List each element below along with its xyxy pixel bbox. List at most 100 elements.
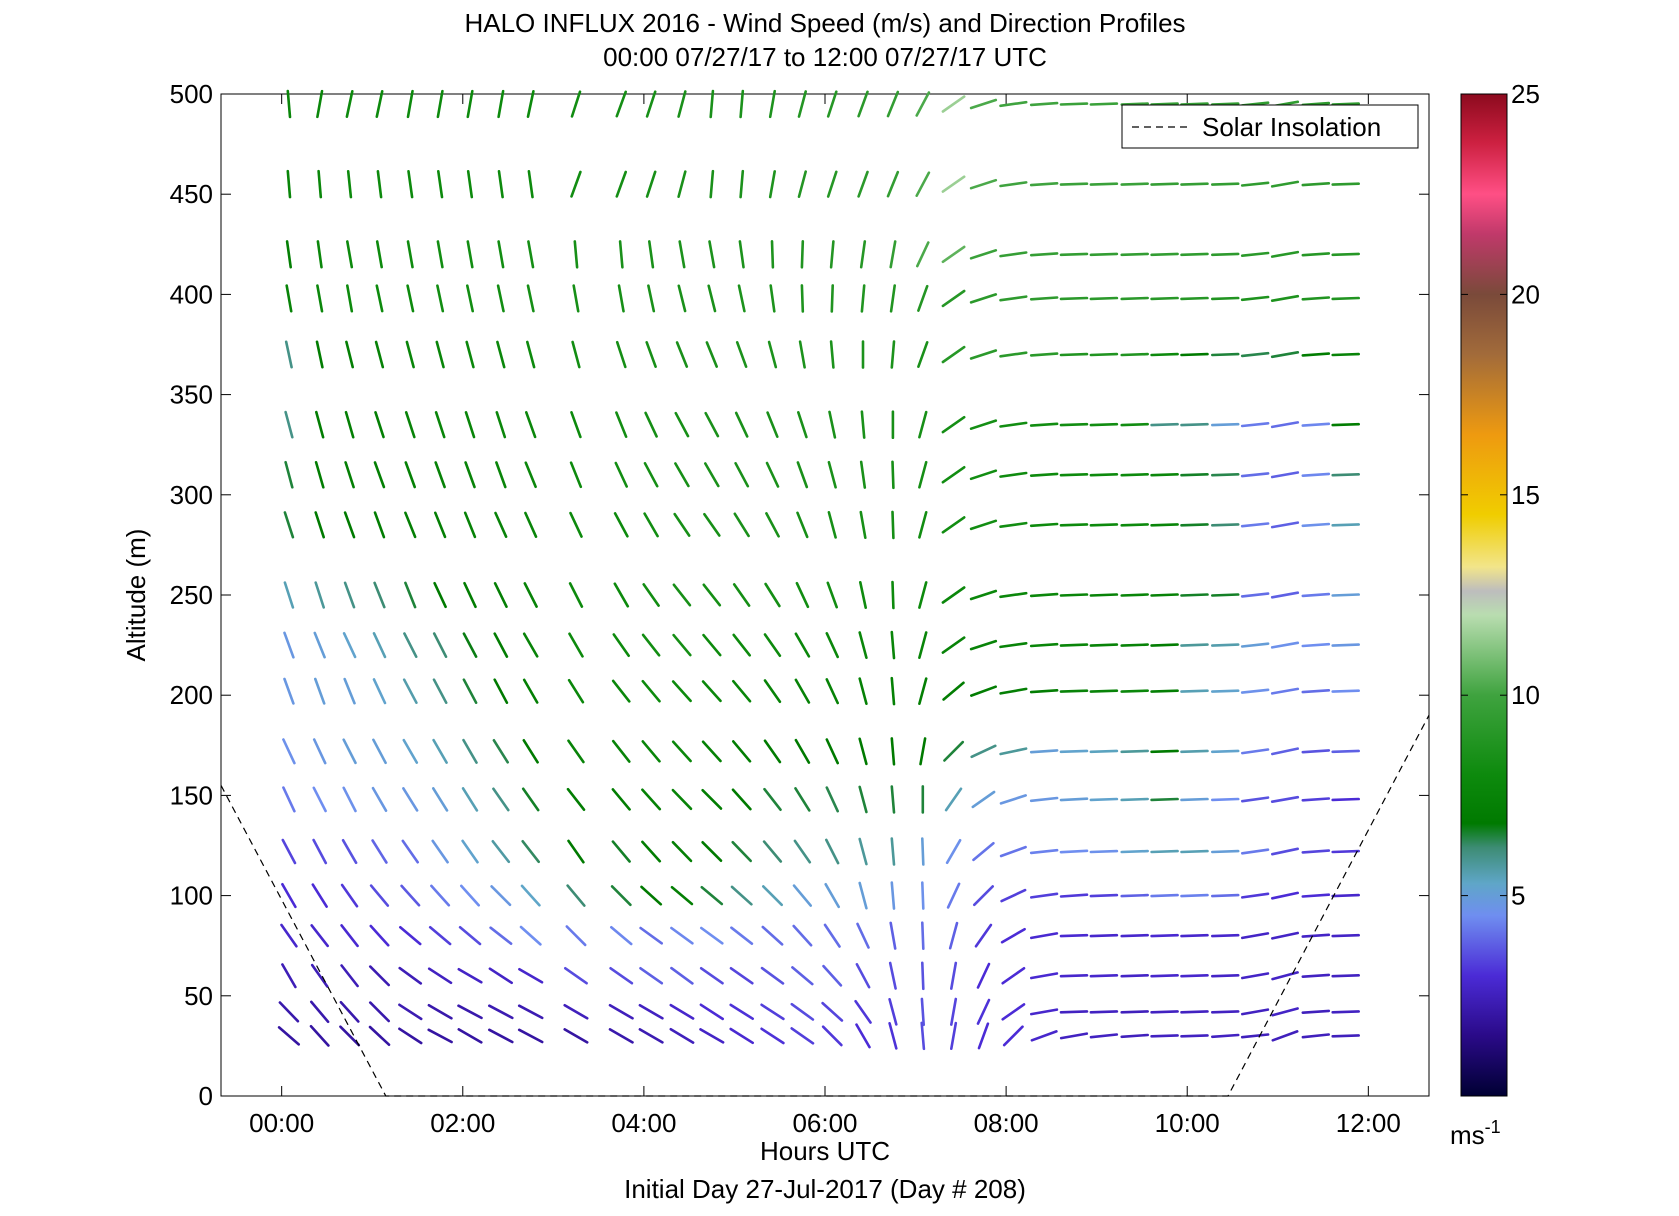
wind-barb xyxy=(373,581,386,609)
wind-barb xyxy=(999,181,1028,188)
wind-barb xyxy=(941,465,966,484)
wind-barb xyxy=(1059,593,1089,597)
wind-barb xyxy=(1301,973,1331,979)
wind-barb xyxy=(1331,1010,1360,1014)
wind-barb xyxy=(312,786,327,813)
legend: Solar Insolation xyxy=(1121,104,1419,149)
wind-barb xyxy=(739,169,745,199)
wind-barb xyxy=(569,461,583,489)
wind-barb xyxy=(492,787,510,812)
wind-barb xyxy=(573,240,579,269)
wind-barb xyxy=(670,926,694,945)
wind-barb xyxy=(610,885,632,907)
wind-barb xyxy=(1270,180,1300,188)
wind-barb xyxy=(1240,522,1270,528)
wind-barb xyxy=(709,169,715,199)
wind-barb xyxy=(770,240,775,269)
wind-barb xyxy=(1211,352,1240,357)
wind-barb xyxy=(918,631,928,660)
wind-barb xyxy=(821,1025,843,1047)
wind-barb xyxy=(1120,1010,1149,1014)
wind-barb xyxy=(406,240,414,269)
wind-barb xyxy=(617,284,625,313)
wind-barb xyxy=(1120,296,1149,301)
y-tick-label: 250 xyxy=(170,580,213,610)
wind-barb xyxy=(999,251,1028,258)
wind-barb xyxy=(1301,352,1331,357)
wind-barb xyxy=(563,1028,589,1044)
wind-barb xyxy=(1059,1010,1089,1014)
wind-barb xyxy=(766,411,779,439)
wind-barb xyxy=(608,1028,634,1044)
wind-barb xyxy=(1120,252,1149,257)
wind-barb xyxy=(920,881,925,910)
wind-barb xyxy=(638,1028,664,1044)
wind-barb xyxy=(406,89,414,119)
wind-barb xyxy=(1059,749,1089,754)
wind-barb xyxy=(796,511,809,539)
wind-barb xyxy=(644,411,658,438)
wind-barb xyxy=(1002,1025,1024,1047)
wind-barb xyxy=(1241,972,1270,980)
wind-barb xyxy=(917,340,929,369)
wind-barb xyxy=(915,171,931,197)
wind-barb xyxy=(487,1028,514,1044)
wind-barb xyxy=(284,410,294,439)
wind-barb xyxy=(673,512,691,537)
wind-barb xyxy=(768,89,777,119)
wind-barb xyxy=(277,1026,301,1046)
wind-barb xyxy=(763,633,782,658)
wind-barb xyxy=(1271,1030,1299,1042)
wind-barb xyxy=(768,170,777,199)
wind-barb xyxy=(1331,252,1360,257)
x-tick-label: 06:00 xyxy=(792,1108,857,1138)
wind-barb xyxy=(1150,1034,1179,1038)
wind-barb xyxy=(972,841,995,862)
wind-barb xyxy=(1301,1009,1331,1015)
wind-barb xyxy=(1241,1008,1270,1016)
wind-barb xyxy=(526,284,535,313)
wind-barb xyxy=(918,677,928,706)
wind-barb xyxy=(1211,933,1240,938)
wind-barb xyxy=(792,884,813,907)
y-tick-label: 0 xyxy=(199,1081,213,1111)
wind-barb xyxy=(699,966,724,985)
wind-barb xyxy=(1001,966,1026,985)
wind-barb xyxy=(969,98,998,110)
wind-barb xyxy=(281,838,297,865)
wind-barb xyxy=(614,461,629,488)
wind-barb xyxy=(1331,523,1360,527)
wind-barb xyxy=(671,840,693,863)
wind-barb xyxy=(920,1021,926,1051)
wind-barb xyxy=(1331,472,1360,477)
wind-barb xyxy=(641,840,662,863)
wind-barb xyxy=(1180,472,1209,477)
wind-barb xyxy=(404,581,417,609)
wind-barb xyxy=(794,738,811,764)
wind-barb xyxy=(674,462,690,488)
wind-barb xyxy=(941,95,966,113)
wind-barb xyxy=(792,924,813,947)
wind-barb xyxy=(639,966,664,985)
wind-barb xyxy=(918,410,928,439)
wind-barb xyxy=(283,677,295,705)
wind-barb xyxy=(487,1004,514,1020)
wind-barb xyxy=(1089,296,1119,301)
wind-barb xyxy=(645,90,657,118)
wind-barb xyxy=(402,678,418,705)
wind-barb xyxy=(343,581,356,609)
wind-barb xyxy=(566,787,586,812)
wind-barb xyxy=(618,240,624,269)
wind-barb xyxy=(1089,593,1119,597)
wind-barb xyxy=(793,839,812,864)
wind-barb xyxy=(1211,893,1240,898)
wind-barb xyxy=(524,511,538,539)
wind-barb xyxy=(888,997,898,1026)
wind-barb xyxy=(969,685,998,697)
wind-barb xyxy=(999,421,1028,428)
wind-barb xyxy=(285,284,293,313)
wind-barb xyxy=(645,170,657,198)
wind-barb xyxy=(398,925,422,946)
wind-barb xyxy=(941,175,966,193)
wind-barb xyxy=(824,882,841,909)
